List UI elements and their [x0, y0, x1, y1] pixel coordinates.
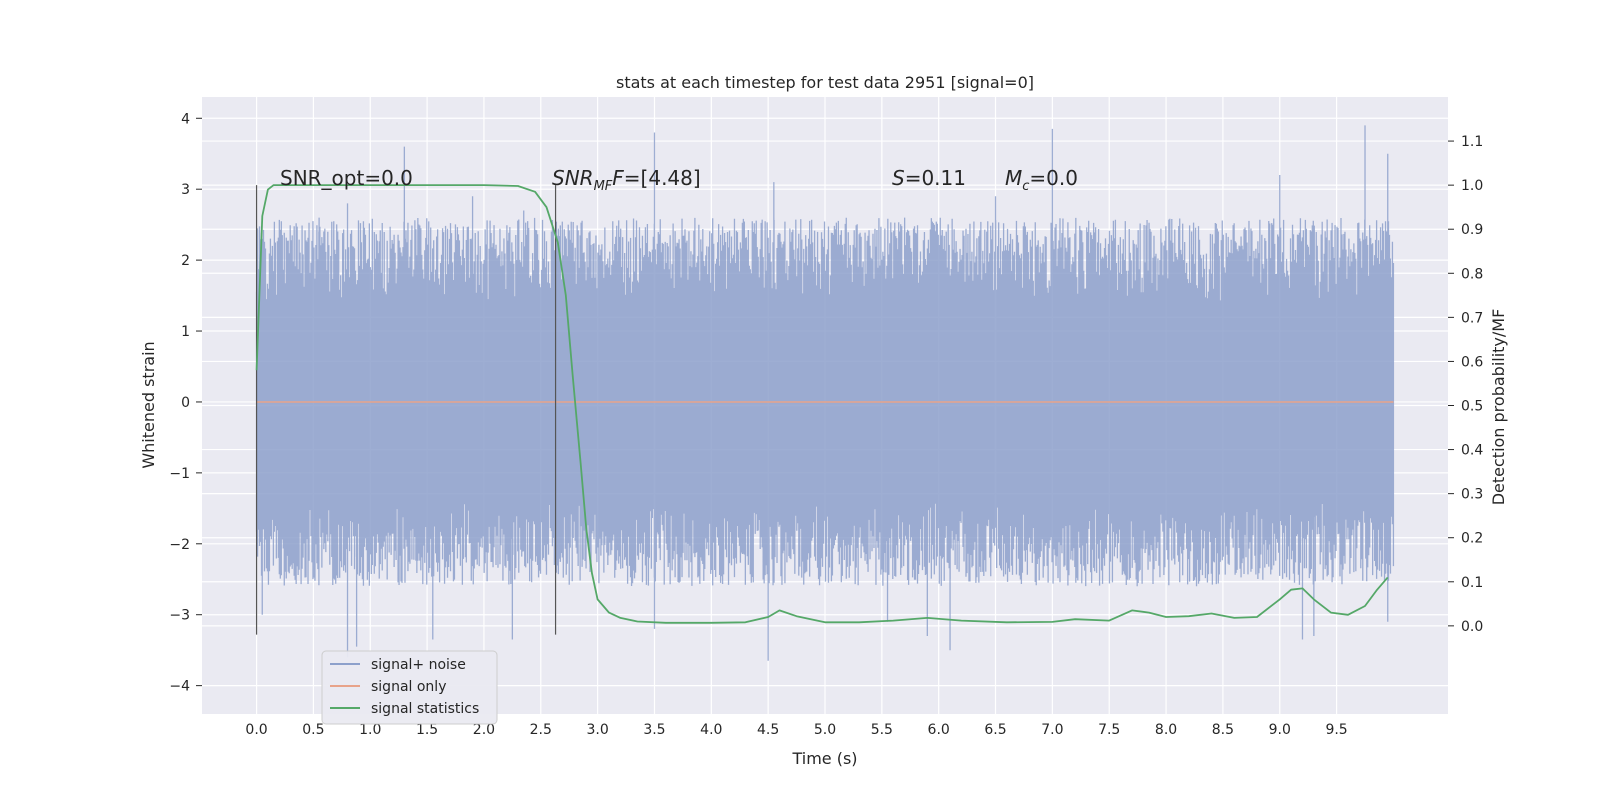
x-tick-label: 0.0 [245, 722, 267, 738]
x-tick-label: 6.0 [928, 722, 950, 738]
y-tick-label: 1 [181, 324, 190, 340]
annotation-mc: Mc=0.0 [1005, 166, 1078, 194]
annotation-s: S=0.11 [892, 166, 966, 190]
y-tick-label: −1 [169, 466, 190, 482]
x-tick-label: 2.0 [473, 722, 495, 738]
vertical-markers [255, 185, 557, 635]
legend-label-noise: signal+ noise [371, 657, 466, 673]
legend-label-signal-only: signal only [371, 679, 446, 695]
x-tick-label: 6.5 [984, 722, 1006, 738]
y2-tick-label: 0.9 [1461, 222, 1483, 238]
y2-axis-label: Detection probability/MF [1489, 309, 1508, 506]
y2-tick-label: 0.7 [1461, 310, 1483, 326]
x-tick-label: 9.5 [1325, 722, 1347, 738]
x-tick-label: 4.0 [700, 722, 722, 738]
y2-tick-label: 1.0 [1461, 178, 1483, 194]
x-tick-label: 7.0 [1041, 722, 1063, 738]
x-tick-label: 3.5 [643, 722, 665, 738]
y-tick-label: −2 [169, 537, 190, 553]
legend: signal+ noise signal only signal statist… [321, 650, 498, 725]
x-tick-label: 0.5 [302, 722, 324, 738]
x-tick-label: 5.0 [814, 722, 836, 738]
x-tick-label: 8.5 [1212, 722, 1234, 738]
y2-tick-label: 0.8 [1461, 266, 1483, 282]
annotation-snr-opt: SNR_opt=0.0 [280, 166, 413, 190]
statistics-line [255, 184, 1389, 624]
y-axis-ticks: 4 3 2 1 0 −1 −2 −3 −4 [169, 111, 202, 695]
x-axis-label: Time (s) [791, 749, 857, 768]
x-tick-label: 9.0 [1269, 722, 1291, 738]
y2-tick-label: 0.0 [1461, 619, 1483, 635]
y-tick-label: 3 [181, 182, 190, 198]
y2-axis-ticks: 1.1 1.0 0.9 0.8 0.7 0.6 0.5 0.4 0.3 0.2 0.1 0.0 [1448, 134, 1483, 635]
y2-tick-label: 0.1 [1461, 575, 1483, 591]
x-tick-label: 2.5 [530, 722, 552, 738]
legend-label-statistics: signal statistics [371, 701, 479, 717]
annotation-snr-mf: SNRMFF=[4.48] [552, 166, 701, 194]
y-axis-label: Whitened strain [139, 341, 158, 468]
x-axis-ticks: 0.0 0.5 1.0 1.5 2.0 2.5 3.0 3.5 4.0 4.5 5.0 5.5 6.0 6… [245, 722, 1347, 738]
y-tick-label: 0 [181, 395, 190, 411]
y-tick-label: −3 [169, 608, 190, 624]
x-tick-label: 7.5 [1098, 722, 1120, 738]
x-tick-label: 3.0 [586, 722, 608, 738]
x-tick-label: 4.5 [757, 722, 779, 738]
y2-tick-label: 0.2 [1461, 531, 1483, 547]
x-tick-label: 1.0 [359, 722, 381, 738]
x-tick-label: 5.5 [871, 722, 893, 738]
y2-tick-label: 0.5 [1461, 399, 1483, 415]
y-tick-label: 2 [181, 253, 190, 269]
signal-statistics-series [255, 184, 1389, 624]
y2-tick-label: 0.6 [1461, 354, 1483, 370]
y2-tick-label: 0.4 [1461, 443, 1483, 459]
y-tick-label: 4 [181, 111, 190, 127]
x-tick-label: 8.0 [1155, 722, 1177, 738]
chart-title: stats at each timestep for test data 295… [616, 73, 1034, 92]
x-tick-label: 1.5 [416, 722, 438, 738]
y2-tick-label: 1.1 [1461, 134, 1483, 150]
legend-box [321, 650, 498, 725]
y-tick-label: −4 [169, 679, 190, 695]
y2-tick-label: 0.3 [1461, 487, 1483, 503]
